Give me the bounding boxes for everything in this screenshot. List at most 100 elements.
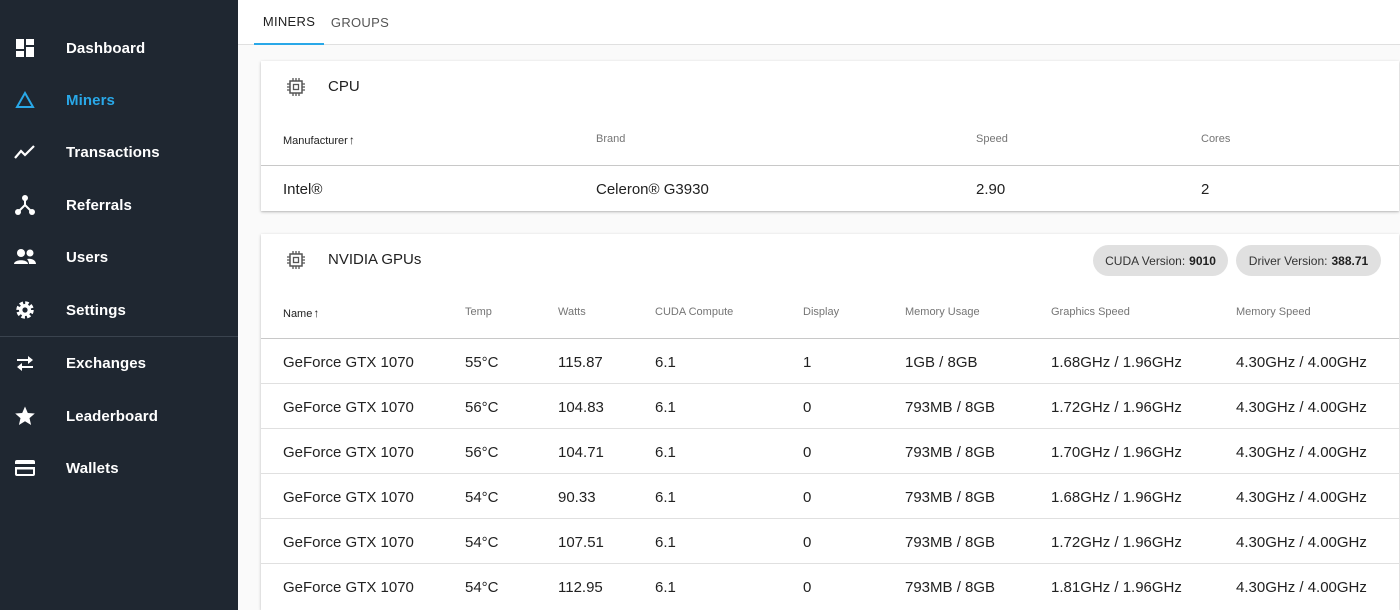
column-header-cores[interactable]: Cores (1201, 133, 1231, 145)
column-header-graphics-speed[interactable]: Graphics Speed (1051, 306, 1130, 318)
header-divider (261, 338, 1399, 339)
column-header-watts[interactable]: Watts (558, 306, 586, 318)
users-icon (13, 245, 37, 269)
gpu-name-cell: GeForce GTX 1070 (283, 579, 414, 596)
tab-miners[interactable]: MINERS (254, 0, 324, 45)
cuda-version-label: CUDA Version: (1105, 253, 1186, 268)
sidebar-item-label: Referrals (66, 196, 132, 214)
gpu-temp-cell: 56°C (465, 444, 499, 461)
gpu-temp-cell: 54°C (465, 579, 499, 596)
gpu-name-cell: GeForce GTX 1070 (283, 444, 414, 461)
gpu-graphics-speed-cell: 1.68GHz / 1.96GHz (1051, 354, 1182, 371)
dashboard-icon (13, 36, 37, 60)
cpu-manufacturer-cell: Intel® (283, 181, 323, 198)
gpu-temp-cell: 54°C (465, 534, 499, 551)
gpu-display-cell: 0 (803, 579, 812, 596)
column-header-brand[interactable]: Brand (596, 133, 626, 145)
sidebar-item-label: Miners (66, 91, 115, 109)
gpu-memory-speed-cell: 4.30GHz / 4.00GHz (1236, 534, 1367, 551)
column-header-memory-speed[interactable]: Memory Speed (1236, 306, 1311, 318)
sidebar-item-referrals[interactable]: Referrals (0, 185, 238, 225)
gpu-name-cell: GeForce GTX 1070 (283, 534, 414, 551)
column-header-memory-usage[interactable]: Memory Usage (905, 306, 980, 318)
gpu-graphics-speed-cell: 1.72GHz / 1.96GHz (1051, 399, 1182, 416)
gpu-display-cell: 0 (803, 444, 812, 461)
gpu-name-cell: GeForce GTX 1070 (283, 354, 414, 371)
gpu-name-cell: GeForce GTX 1070 (283, 399, 414, 416)
gpu-watts-cell: 107.51 (558, 534, 604, 551)
row-divider (261, 563, 1399, 564)
column-header-temp[interactable]: Temp (465, 306, 492, 318)
table-row: GeForce GTX 1070 55°C 115.87 6.1 1 1GB / 8GB 1… (261, 339, 1399, 384)
sidebar-item-users[interactable]: Users (0, 237, 238, 277)
sidebar-item-label: Dashboard (66, 39, 146, 57)
trending-icon (13, 140, 37, 164)
star-icon (13, 404, 37, 428)
gpu-card-header: NVIDIA GPUs CUDA Version: 9010 Driver Ver… (261, 234, 1399, 286)
cpu-cores-cell: 2 (1201, 181, 1210, 198)
gpu-display-cell: 0 (803, 489, 812, 506)
tab-groups[interactable]: GROUPS (330, 15, 390, 30)
sidebar-item-transactions[interactable]: Transactions (0, 132, 238, 172)
sidebar-item-label: Exchanges (66, 354, 147, 372)
column-header-manufacturer[interactable]: Manufacturer↑ (283, 133, 355, 147)
sidebar-item-dashboard[interactable]: Dashboard (0, 28, 238, 68)
cuda-version-chip: CUDA Version: 9010 (1093, 245, 1228, 276)
driver-version-value: 388.71 (1331, 253, 1369, 268)
column-header-display[interactable]: Display (803, 306, 840, 318)
gear-icon (13, 298, 37, 322)
gpu-cuda-compute-cell: 6.1 (655, 489, 676, 506)
cuda-version-value: 9010 (1189, 253, 1216, 268)
row-divider (261, 518, 1399, 519)
table-row: GeForce GTX 1070 54°C 112.95 6.1 0 793MB / 8G… (261, 564, 1399, 609)
triangle-icon (13, 88, 37, 112)
gpu-cuda-compute-cell: 6.1 (655, 399, 676, 416)
swap-icon (13, 351, 37, 375)
gpu-watts-cell: 90.33 (558, 489, 596, 506)
row-divider (261, 383, 1399, 384)
sort-arrow-up-icon: ↑ (313, 306, 320, 320)
sidebar-item-exchanges[interactable]: Exchanges (0, 343, 238, 383)
column-header-cuda-compute[interactable]: CUDA Compute (655, 306, 734, 318)
cpu-brand-cell: Celeron® G3930 (596, 181, 709, 198)
gpu-display-cell: 0 (803, 534, 812, 551)
cpu-speed-cell: 2.90 (976, 181, 1006, 198)
main-content: MINERS GROUPS CPU Manufacturer↑ Brand Sp… (238, 0, 1400, 610)
gpu-graphics-speed-cell: 1.81GHz / 1.96GHz (1051, 579, 1182, 596)
gpu-watts-cell: 104.83 (558, 399, 604, 416)
tab-bar: MINERS GROUPS (238, 0, 1400, 45)
gpu-cuda-compute-cell: 6.1 (655, 444, 676, 461)
sidebar-item-leaderboard[interactable]: Leaderboard (0, 396, 238, 436)
table-row: GeForce GTX 1070 56°C 104.71 6.1 0 793MB / 8G… (261, 429, 1399, 474)
column-header-name[interactable]: Name↑ (283, 306, 320, 320)
table-row: GeForce GTX 1070 54°C 107.51 6.1 0 793MB / 8G… (261, 519, 1399, 564)
gpu-display-cell: 1 (803, 354, 812, 371)
row-divider (261, 473, 1399, 474)
gpu-cuda-compute-cell: 6.1 (655, 354, 676, 371)
sidebar-item-wallets[interactable]: Wallets (0, 448, 238, 488)
gpu-memory-speed-cell: 4.30GHz / 4.00GHz (1236, 354, 1367, 371)
column-header-speed[interactable]: Speed (976, 133, 1008, 145)
sidebar-item-label: Transactions (66, 143, 160, 161)
sidebar-item-label: Wallets (66, 459, 119, 477)
sidebar-item-label: Settings (66, 301, 126, 319)
network-icon (13, 193, 37, 217)
sidebar-item-label: Users (66, 248, 109, 266)
gpu-watts-cell: 112.95 (558, 579, 603, 596)
gpu-memory-usage-cell: 1GB / 8GB (905, 354, 978, 371)
gpu-graphics-speed-cell: 1.70GHz / 1.96GHz (1051, 444, 1182, 461)
sidebar-item-settings[interactable]: Settings (0, 290, 238, 330)
chip-icon (287, 78, 305, 96)
gpu-cuda-compute-cell: 6.1 (655, 534, 676, 551)
gpu-watts-cell: 115.87 (558, 354, 603, 371)
gpu-watts-cell: 104.71 (558, 444, 604, 461)
sort-arrow-up-icon: ↑ (348, 133, 355, 147)
sidebar-divider (0, 336, 238, 337)
gpu-graphics-speed-cell: 1.72GHz / 1.96GHz (1051, 534, 1182, 551)
gpu-memory-speed-cell: 4.30GHz / 4.00GHz (1236, 579, 1367, 596)
gpu-memory-usage-cell: 793MB / 8GB (905, 489, 996, 506)
cpu-card: CPU Manufacturer↑ Brand Speed Cores Inte… (261, 61, 1399, 211)
cpu-card-header: CPU (261, 61, 1399, 113)
sidebar-item-miners[interactable]: Miners (0, 80, 238, 120)
gpu-card: NVIDIA GPUs CUDA Version: 9010 Driver Ver… (261, 234, 1399, 610)
